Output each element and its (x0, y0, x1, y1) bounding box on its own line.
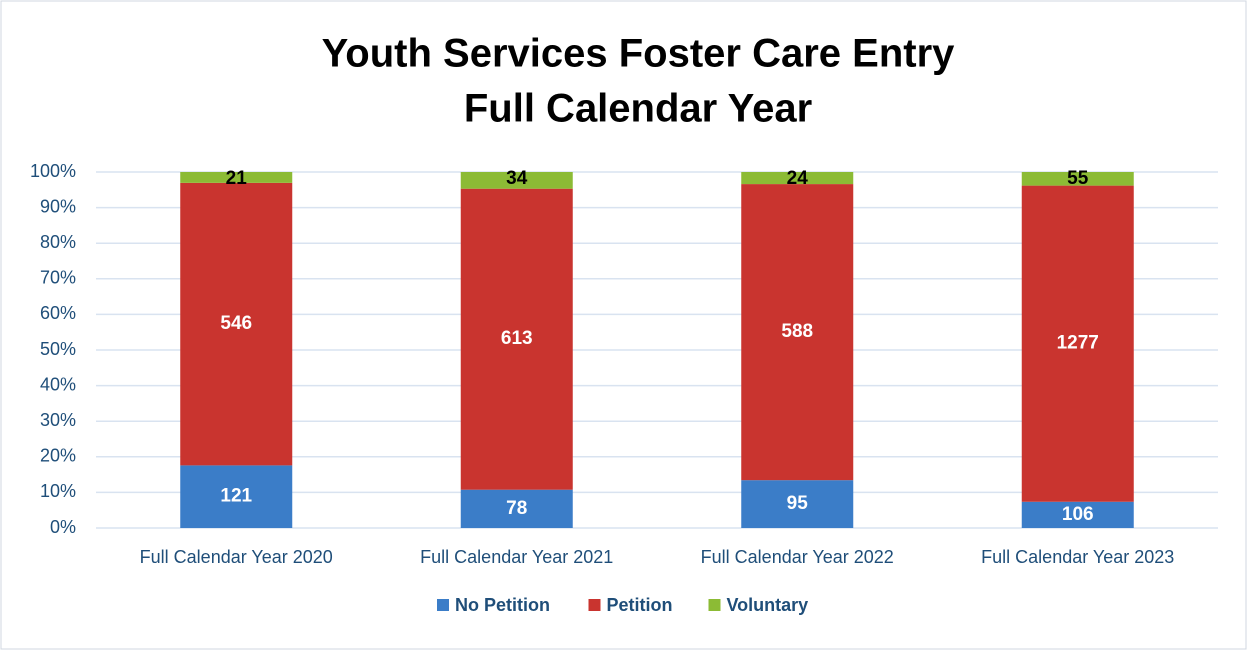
legend-swatch (708, 599, 721, 611)
x-tick-label: Full Calendar Year 2023 (981, 547, 1174, 567)
bar-segment (1021, 501, 1134, 528)
legend-label: No Petition (455, 595, 550, 615)
y-tick-label: 80% (40, 232, 76, 252)
data-label: 34 (506, 168, 528, 189)
bar-segment (460, 172, 573, 189)
bar-segment (741, 184, 854, 481)
data-label: 21 (226, 168, 248, 189)
bar-segment (1021, 172, 1134, 186)
bar-segment (741, 172, 854, 185)
data-label: 546 (220, 313, 252, 334)
chart-subtitle: Full Calendar Year (464, 87, 812, 131)
data-label: 588 (781, 321, 813, 342)
data-label: 95 (787, 493, 809, 514)
x-tick-label: Full Calendar Year 2022 (701, 547, 894, 567)
y-tick-label: 10% (40, 481, 76, 501)
y-tick-label: 50% (40, 339, 76, 359)
y-tick-label: 20% (40, 446, 76, 466)
data-label: 24 (787, 168, 809, 189)
y-tick-label: 60% (40, 303, 76, 323)
legend-swatch (437, 599, 449, 611)
bar-segment (460, 188, 573, 490)
y-tick-label: 0% (50, 517, 76, 537)
bar-segment (741, 480, 854, 528)
legend-label: Voluntary (727, 595, 809, 615)
data-label: 78 (506, 498, 527, 519)
y-tick-label: 90% (40, 196, 76, 216)
bar-segment (180, 182, 293, 466)
x-tick-label: Full Calendar Year 2021 (420, 547, 613, 567)
data-label: 55 (1067, 168, 1089, 189)
data-label: 121 (220, 486, 252, 507)
bar-segment (180, 172, 293, 183)
bar-segment (1021, 185, 1134, 502)
y-tick-label: 40% (40, 374, 76, 394)
y-tick-label: 100% (30, 161, 76, 181)
data-label: 1277 (1057, 333, 1099, 354)
chart-title: Youth Services Foster Care Entry (322, 32, 956, 76)
y-tick-label: 30% (40, 410, 76, 430)
bar-segment (180, 465, 293, 528)
bar-segment (460, 489, 573, 528)
y-tick-label: 70% (40, 268, 76, 288)
data-label: 613 (501, 328, 533, 349)
x-tick-label: Full Calendar Year 2020 (140, 547, 333, 567)
data-label: 106 (1062, 504, 1094, 525)
legend-label: Petition (607, 595, 673, 615)
legend-swatch (588, 599, 601, 611)
